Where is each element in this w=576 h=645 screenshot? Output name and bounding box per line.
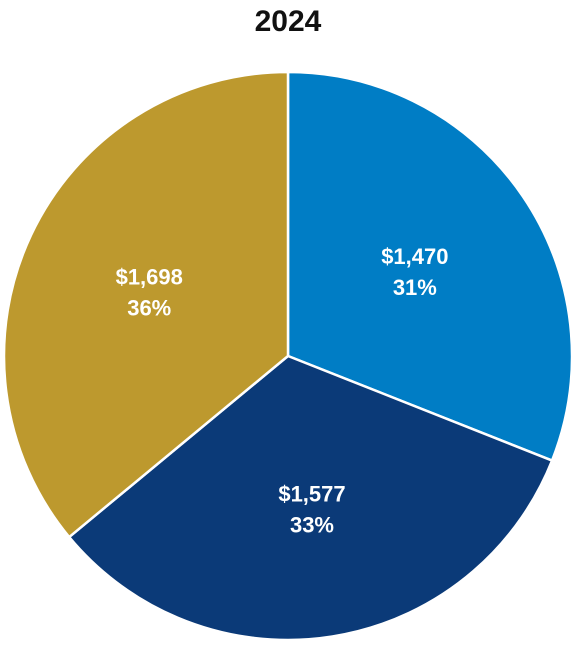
- pie-slice-3: [2, 70, 290, 539]
- pie-slice-1: [286, 70, 574, 462]
- slice-value-label-2: $1,577: [278, 481, 345, 506]
- slice-value-label-1: $1,470: [381, 244, 448, 269]
- slice-percent-label-1: 31%: [393, 275, 437, 300]
- slice-percent-label-3: 36%: [127, 296, 171, 321]
- slice-value-label-3: $1,698: [116, 265, 183, 290]
- pie-slice-2: [67, 354, 554, 642]
- slice-percent-label-2: 33%: [290, 512, 334, 537]
- chart-title: 2024: [254, 5, 322, 38]
